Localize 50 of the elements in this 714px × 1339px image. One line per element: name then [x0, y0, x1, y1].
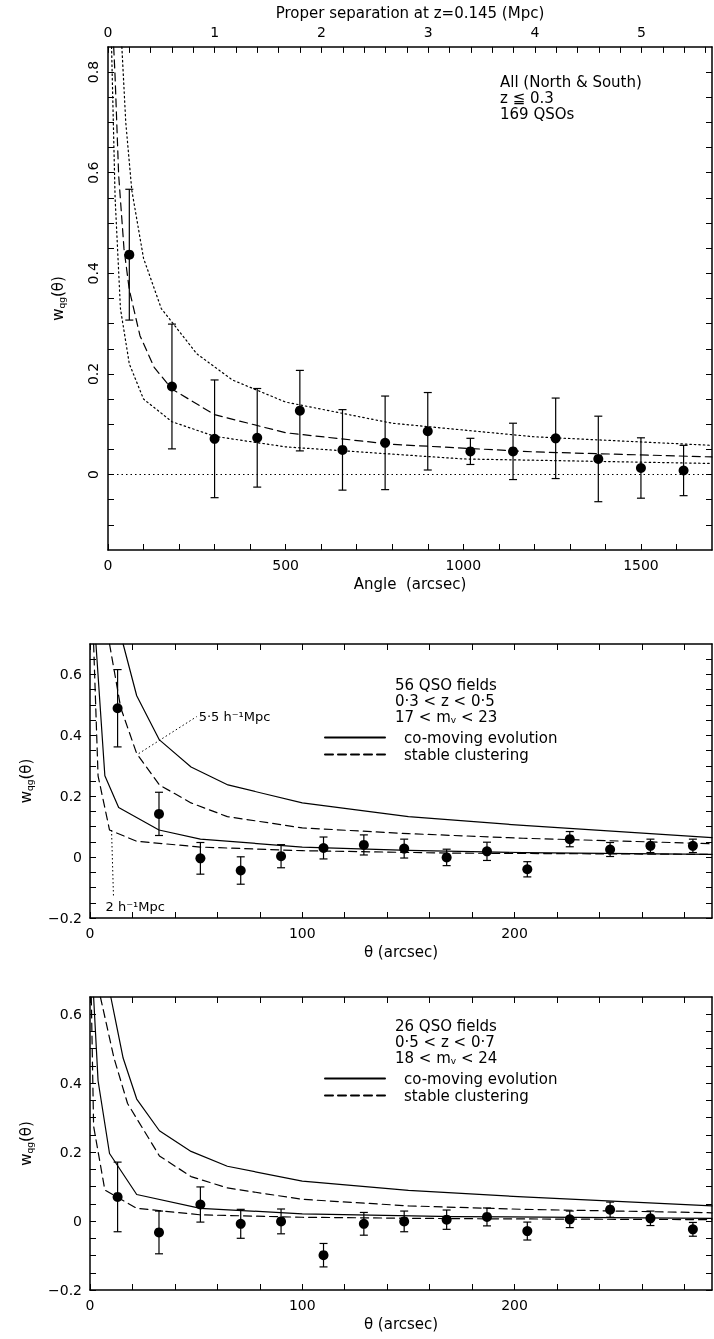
x-tick-label: 100 [288, 1297, 316, 1313]
x2-tick-label: 4 [530, 23, 540, 40]
x-tick-label: 1500 [623, 557, 659, 573]
y-tick-label: 0.4 [59, 1075, 83, 1092]
y-tick-label: 0.4 [59, 727, 83, 744]
annotation: 18 < mv < 24 [395, 1048, 498, 1067]
annotation: 17 < mv < 23 [395, 707, 498, 726]
legend-label: stable clustering [404, 1086, 529, 1105]
legend-label: co-moving evolution [404, 1069, 558, 1088]
x2-tick-label: 5 [637, 23, 647, 40]
y-tick-label: 0.6 [59, 1006, 83, 1023]
y-axis-title: wqg(θ) [49, 276, 67, 321]
y-tick-label: −0.2 [48, 910, 82, 926]
x-axis-title: Angle (arcsec) [353, 575, 467, 594]
y-tick-label: 0.6 [85, 161, 101, 184]
y-tick-label: 0 [85, 470, 101, 479]
annotation: 2 h⁻¹Mpc [105, 898, 165, 914]
x2-tick-label: 3 [423, 23, 433, 40]
x-tick-label: 1000 [445, 557, 482, 573]
x2-tick-label: 1 [210, 23, 220, 40]
y-tick-label: 0.2 [85, 362, 101, 386]
annotation: 0·5 < z < 0·7 [395, 1032, 495, 1051]
x-tick-label: 0 [103, 557, 113, 573]
y-tick-label: 0.2 [59, 1144, 82, 1161]
y-tick-label: 0 [73, 1213, 82, 1230]
annotation: All (North & South) [500, 72, 642, 91]
x-tick-label: 200 [501, 1297, 528, 1313]
annotation: 26 QSO fields [395, 1016, 498, 1035]
y-tick-label: 0 [73, 849, 82, 866]
x-axis-title: θ (arcsec) [363, 1315, 439, 1334]
x2-tick-label: 0 [103, 23, 113, 40]
annotation: 169 QSOs [500, 104, 575, 123]
x2-tick-label: 2 [316, 23, 326, 40]
y-tick-label: 0.8 [85, 60, 101, 84]
y-axis-title: wqg(θ) [17, 758, 35, 804]
y-axis-title: wqg(θ) [17, 1121, 35, 1166]
legend-label: co-moving evolution [404, 728, 558, 747]
annotation: 56 QSO fields [395, 675, 498, 694]
x-axis-title: θ (arcsec) [363, 943, 439, 962]
y-tick-label: 0.4 [85, 262, 101, 285]
x-tick-label: 500 [272, 557, 300, 573]
y-tick-label: −0.2 [48, 1282, 82, 1298]
y-tick-label: 0.2 [59, 788, 82, 805]
y-tick-label: 0.6 [59, 666, 83, 683]
x-tick-label: 200 [501, 925, 528, 941]
x2-axis-title: Proper separation at z=0.145 (Mpc) [275, 3, 545, 22]
x-tick-label: 100 [288, 925, 316, 941]
legend-label: stable clustering [404, 745, 529, 764]
annotation: 0·3 < z < 0·5 [395, 691, 495, 710]
annotation: 5·5 h⁻¹Mpc [198, 709, 271, 725]
